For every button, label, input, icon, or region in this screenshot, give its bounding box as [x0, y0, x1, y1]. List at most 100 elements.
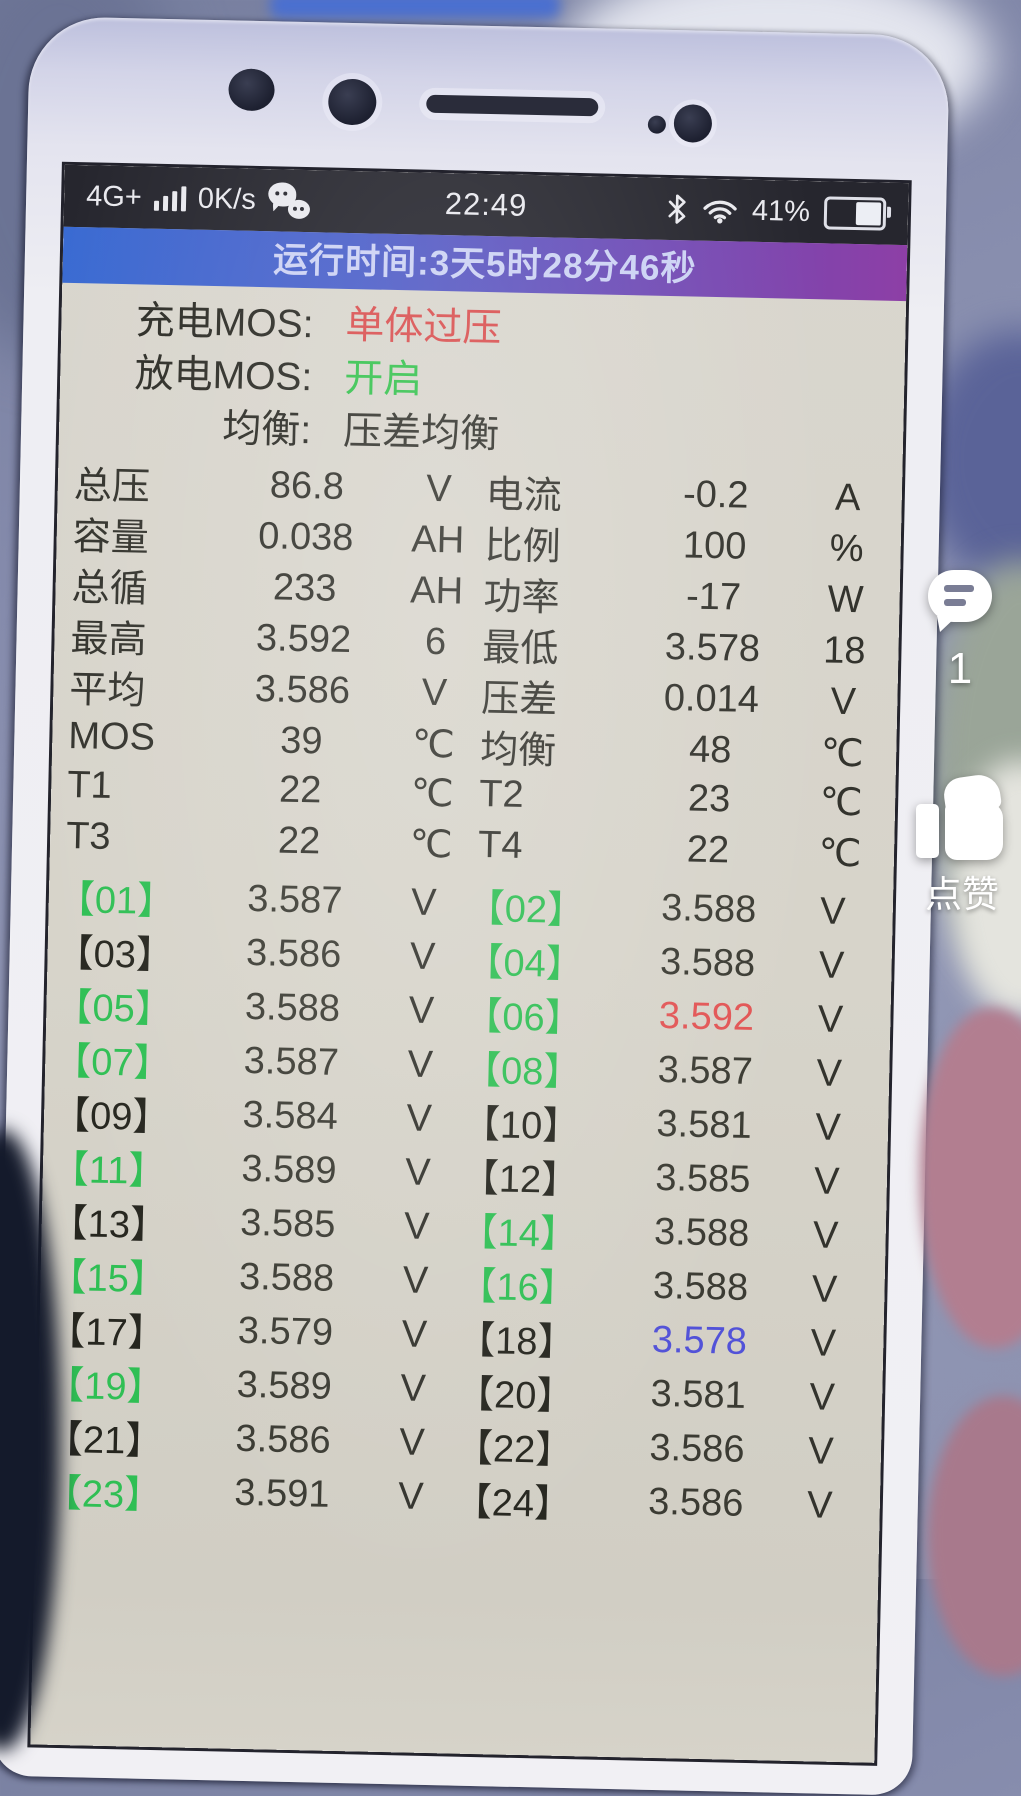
stat-unit: V [425, 467, 453, 511]
cell-id: 【11】 [50, 1148, 167, 1194]
status-bar-right: 41% [576, 190, 887, 231]
stat-label: 容量 [72, 516, 150, 560]
stat-label: 平均 [68, 668, 146, 713]
stat-label: T2 [478, 772, 525, 816]
stats-grid: 总压 86.8 V 电流 -0.2 A 容量 0.038 AH 比例 100% 总循 233 AH 功率 -1… [50, 454, 903, 880]
cell-voltage: 3.588 [244, 985, 341, 1030]
bms-app: 充电MOS: 单体过压 放电MOS: 开启 均衡: 压差均衡 总压 86.8 V 电流 -0.2 A… [35, 283, 906, 1534]
stat-unit: V [830, 680, 857, 724]
battery-icon [823, 195, 887, 231]
front-camera-icon [647, 115, 667, 134]
cell-voltage: 3.588 [653, 1210, 750, 1255]
stat-label: 最低 [481, 626, 559, 671]
cell-unit: V [813, 1160, 840, 1203]
stat-unit: ℃ [410, 772, 455, 816]
cell-unit: V [397, 1475, 425, 1518]
cell-voltage: 3.588 [238, 1255, 335, 1300]
signal-bars-icon [153, 185, 187, 212]
stat-value: 3.586 [254, 668, 351, 713]
stat-label: 总压 [73, 465, 151, 509]
mos-label: 均衡: [221, 406, 312, 452]
mos-label: 充电MOS: [135, 298, 314, 346]
stat-unit: 18 [822, 629, 867, 673]
stat-label: 电流 [485, 474, 563, 518]
stat-value: 86.8 [269, 464, 345, 508]
cell-unit: V [809, 1376, 836, 1419]
stat-unit: V [421, 671, 448, 715]
finger-foreground [920, 1008, 1021, 1348]
earpiece-speaker [426, 94, 599, 117]
network-type: 4G+ [85, 179, 143, 213]
cell-unit: V [409, 935, 436, 979]
cell-unit: V [810, 1322, 837, 1365]
stat-value: 22 [277, 819, 321, 863]
cell-voltage: 3.585 [239, 1201, 336, 1246]
finger-foreground [928, 1396, 1021, 1676]
stat-value: 100 [682, 524, 747, 568]
cell-voltage: 3.588 [652, 1264, 749, 1309]
stat-unit: ℃ [818, 832, 862, 876]
cell-id: 【02】 [466, 887, 586, 933]
stat-label: 比例 [484, 525, 562, 569]
stat-value: 0.038 [257, 515, 354, 560]
stat-value: -17 [685, 575, 742, 619]
cell-unit: V [819, 890, 846, 933]
cell-id: 【17】 [46, 1310, 167, 1356]
comment-button[interactable] [928, 570, 992, 622]
like-button[interactable] [914, 772, 1010, 860]
cell-unit: V [401, 1313, 428, 1356]
stat-value: 22 [686, 828, 730, 872]
stat-value: 233 [272, 566, 337, 610]
cell-unit: V [817, 998, 844, 1041]
network-speed: 0K/s [197, 182, 257, 216]
cell-id: 【05】 [54, 986, 174, 1032]
cell-voltage: 3.588 [660, 886, 757, 932]
cell-unit: V [407, 1043, 434, 1086]
stat-label: 均衡 [479, 728, 557, 773]
stat-unit: W [827, 578, 864, 622]
stat-unit: AH [409, 569, 464, 613]
cell-id: 【03】 [55, 932, 175, 978]
stat-unit: ℃ [820, 732, 865, 776]
cell-voltage: 3.587 [246, 877, 343, 922]
front-sensor-icon [228, 68, 276, 112]
stat-value: 22 [278, 768, 322, 812]
stat-unit: ℃ [819, 781, 863, 825]
stat-value: 39 [279, 719, 323, 763]
mos-value: 开启 [343, 356, 423, 402]
cell-unit: V [818, 944, 845, 987]
cell-id: 【07】 [52, 1040, 173, 1086]
cell-unit: V [404, 1151, 432, 1194]
stat-label: MOS [67, 714, 156, 759]
like-label: 点赞 [925, 874, 999, 915]
cell-unit: V [812, 1214, 839, 1257]
cell-voltage: 3.587 [657, 1048, 754, 1093]
cell-id: 【19】 [45, 1364, 165, 1410]
phone-screen: 4G+ 0K/s 22:49 [30, 164, 909, 1763]
stat-label: 压差 [480, 677, 558, 722]
cell-unit: V [806, 1484, 833, 1527]
mos-rows: 充电MOS: 单体过压 放电MOS: 开启 均衡: 压差均衡 [59, 289, 906, 466]
wifi-icon [703, 200, 737, 224]
clock: 22:49 [444, 186, 528, 223]
cell-unit: V [811, 1268, 838, 1311]
stat-unit: ℃ [411, 723, 456, 767]
stat-unit: AH [410, 518, 465, 562]
mos-value: 压差均衡 [342, 409, 500, 456]
cell-id: 【16】 [458, 1265, 578, 1311]
cell-voltage: 3.586 [649, 1426, 746, 1471]
stat-label: T1 [66, 763, 113, 807]
cell-unit: V [410, 881, 437, 925]
cell-voltage: 3.589 [236, 1363, 333, 1408]
cell-voltage: 3.578 [651, 1318, 748, 1363]
status-bar-left: 4G+ 0K/s [86, 178, 397, 221]
cell-voltage: 3.589 [241, 1147, 337, 1192]
cell-id: 【24】 [453, 1481, 573, 1527]
wechat-icon [267, 182, 312, 220]
stat-value: 0.014 [663, 676, 760, 722]
cell-unit: V [402, 1259, 429, 1302]
cell-voltage: 3.586 [235, 1417, 332, 1462]
cell-id: 【08】 [462, 1049, 582, 1095]
status-bar: 4G+ 0K/s 22:49 [63, 164, 909, 246]
cell-voltage: 3.588 [659, 940, 756, 986]
